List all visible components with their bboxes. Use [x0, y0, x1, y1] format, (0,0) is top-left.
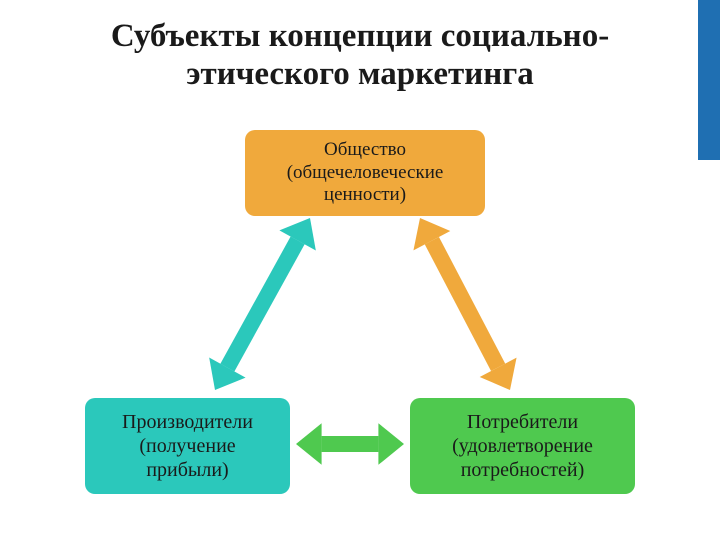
node-producers-label: Производители (получение прибыли) — [122, 410, 253, 482]
node-consumers: Потребители (удовлетворение потребностей… — [410, 398, 635, 494]
cycle-diagram: Общество (общечеловеческие ценности) Про… — [0, 120, 720, 540]
slide-title: Субъекты концепции социально-этического … — [0, 0, 720, 94]
node-consumers-label: Потребители (удовлетворение потребностей… — [452, 410, 593, 482]
node-society-label: Общество (общечеловеческие ценности) — [287, 139, 444, 207]
node-society: Общество (общечеловеческие ценности) — [245, 130, 485, 216]
node-producers: Производители (получение прибыли) — [85, 398, 290, 494]
